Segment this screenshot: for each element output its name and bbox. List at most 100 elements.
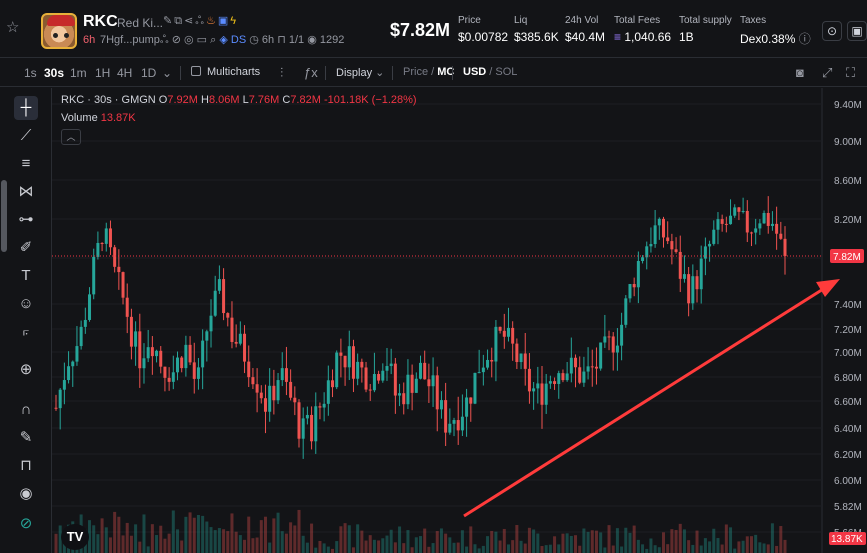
candle-body [79,326,83,347]
candlestick-chart[interactable]: 9.40M9.00M8.60M8.20M7.80M7.40M7.20M7.00M… [52,88,867,553]
multicharts-button[interactable]: Multicharts [191,66,260,78]
candle-body [674,249,678,252]
link-icon[interactable]: ⊘ [19,515,33,532]
candle-body [716,219,720,230]
lock-icon[interactable]: ⊓ [20,457,32,474]
candle-body [670,241,674,250]
volume-bar [410,547,414,553]
candle-body [515,343,519,363]
camera-icon[interactable]: ◙ [796,65,804,80]
pencil-lock-icon[interactable]: ✎ [19,429,33,446]
pattern-icon[interactable]: ⋈ [18,183,34,200]
token-links[interactable]: ஃ ⊘ ◎ ▭ ⌕ ◈ DS ◷ 6h ⊓ 1/1 ◉ 1292 [160,33,344,48]
volume-bar [276,512,280,553]
volume-bar [511,540,515,553]
volume-bar [544,545,548,553]
candle-body [364,367,368,390]
clock-icon: ◷ [249,34,259,46]
candle-body [599,342,603,369]
timeframe-1d[interactable]: 1D [141,66,157,80]
candle-body [477,372,481,374]
layout-button[interactable]: ▣ [847,21,867,41]
candles-icon[interactable]: ⫶ [280,65,284,80]
volume-legend: Volume 13.87K [61,112,136,124]
price-tick-label: 9.00M [834,137,862,148]
expand-icon[interactable]: ⛶ [846,65,856,80]
candle-body [419,362,422,379]
candle-body [540,383,544,405]
candle-body [506,327,510,337]
volume-bar [310,523,314,553]
magnet-icon[interactable]: ∩ [20,401,32,418]
candle-body [54,407,58,409]
timeframe-dropdown-icon[interactable]: ⌄ [162,66,173,80]
candle-body [527,368,531,392]
candle-body [393,363,397,396]
display-button[interactable]: Display ⌄ [336,67,385,79]
volume-bar [548,544,552,553]
candle-body [708,243,712,247]
candle-body [129,316,133,347]
zoom-in-icon[interactable]: ⊕ [19,361,33,378]
volume-bar [452,542,456,553]
volume-bar [758,542,762,553]
crosshair-icon[interactable]: ┼ [14,96,38,120]
volume-bar [620,546,624,553]
timeframe-1h[interactable]: 1H [95,66,111,80]
volume-bar [770,523,774,553]
candle-body [205,331,209,341]
token-address[interactable]: 7Hgf...pump [100,34,160,46]
volume-bar [498,540,502,553]
eye-icon: ◉ [307,34,317,46]
collapse-legend-button[interactable]: ︿ [61,129,81,145]
volume-bar [607,525,611,553]
fib-icon[interactable]: ⊶ [18,211,34,228]
brush-icon[interactable]: ✐ [19,239,33,256]
candle-body [150,347,154,357]
fullscreen-icon[interactable]: ⤢ [822,65,833,80]
volume-bar [134,524,138,553]
indicators-icon[interactable]: ƒx [304,65,318,80]
timeframe-1m[interactable]: 1m [70,66,87,80]
candle-body [255,384,259,393]
tradingview-logo: TV [61,524,89,550]
favorite-star-icon[interactable]: ☆ [6,19,20,36]
candle-body [699,258,703,290]
token-action-icons[interactable]: ✎⧉⋖ஃ♨▣ϟ [163,15,239,27]
ruler-icon[interactable]: ⟔ [22,323,30,340]
legend-high: 8.06M [208,94,240,106]
price-mc-toggle[interactable]: Price / MC [403,66,455,78]
volume-bar [502,528,506,553]
candle-body [142,358,146,369]
volume-bar [653,545,657,553]
token-header: ☆ RKC Red Ki... ✎⧉⋖ஃ♨▣ϟ 6h 7Hgf...pump ஃ… [0,0,867,58]
sidebar-scrollbar[interactable] [1,180,7,252]
candle-body [557,373,561,384]
volume-bar [427,546,431,553]
candle-body [234,341,238,344]
candle-body [649,244,653,247]
candle-body [691,276,695,304]
current-price-tag-label: 7.82M [833,252,861,263]
price-tick-label: 7.40M [834,300,862,311]
candle-body [741,210,745,212]
trendline-icon[interactable]: ⟋ [20,127,32,144]
volume-bar [96,534,100,553]
timeframe-4h[interactable]: 4H [117,66,133,80]
horizontal-lines-icon[interactable]: ≡ [21,155,31,172]
emoji-icon[interactable]: ☺ [18,295,34,312]
price-chart[interactable]: 9.40M9.00M8.60M8.20M7.80M7.40M7.20M7.00M… [52,88,867,553]
usd-sol-toggle[interactable]: USD / SOL [463,66,518,78]
eye-visibility-icon[interactable]: ◉ [19,485,33,502]
timeframe-30s[interactable]: 30s [44,66,65,80]
price-tick-label: 7.00M [834,348,862,359]
volume-bar [645,548,649,553]
text-icon[interactable]: T [21,267,31,284]
volume-bar [766,544,770,553]
volume-bar [138,541,142,553]
volume-bar [448,537,452,553]
alert-button[interactable]: ⊙ [822,21,842,41]
candle-body [67,366,71,381]
timeframe-1s[interactable]: 1s [24,66,37,80]
candle-body [444,400,448,433]
